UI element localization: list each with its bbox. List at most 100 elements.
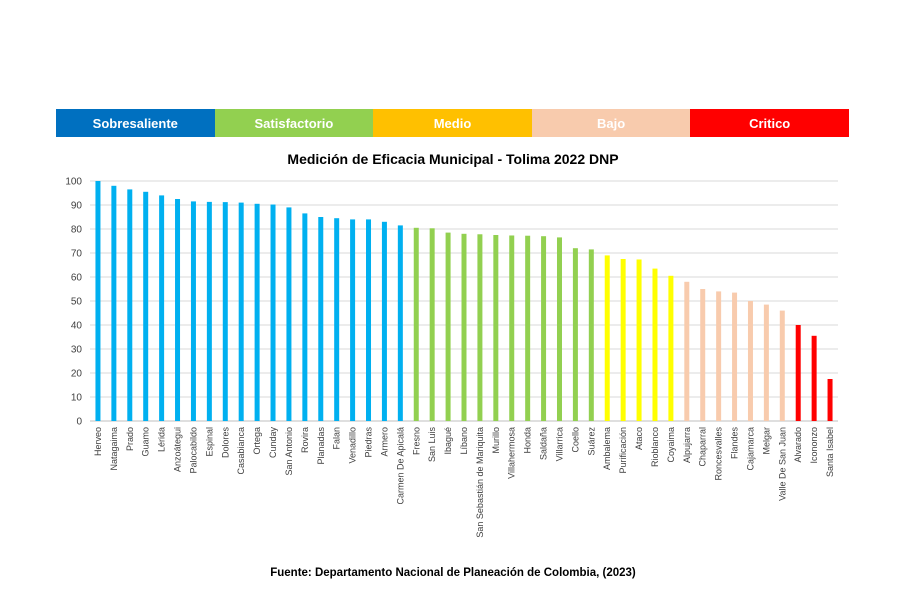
bar	[270, 204, 276, 421]
chart-title: Medición de Eficacia Municipal - Tolima …	[287, 151, 618, 167]
x-tick-label: Ortega	[252, 427, 262, 455]
y-tick-label: 40	[71, 321, 83, 332]
x-tick-label: Prado	[125, 427, 135, 451]
x-tick-label: Anzoátegui	[173, 427, 183, 472]
bar	[541, 236, 547, 421]
bar	[111, 185, 117, 421]
bar	[143, 191, 149, 421]
bar	[684, 281, 690, 421]
x-tick-label: Santa Isabel	[825, 427, 835, 477]
bar	[318, 217, 324, 421]
bar	[525, 235, 531, 421]
bar	[747, 301, 753, 421]
y-tick-label: 50	[71, 297, 83, 308]
bar	[366, 219, 372, 421]
x-axis: Herveo Natagaima Prado Guamo Lérida Anzoátegu…	[93, 427, 835, 538]
x-tick-label: Cajamarca	[745, 427, 755, 471]
bar	[238, 202, 244, 421]
bar	[604, 255, 610, 421]
x-tick-label: Rovira	[300, 427, 310, 453]
x-tick-label: Ataco	[634, 427, 644, 450]
bar	[175, 199, 181, 421]
bar	[668, 275, 674, 421]
x-tick-label: Líbano	[459, 427, 469, 455]
bar	[302, 213, 308, 421]
y-tick-label: 60	[71, 273, 83, 284]
x-tick-label: Guamo	[141, 427, 151, 457]
bar	[461, 233, 467, 421]
bar	[588, 249, 594, 421]
x-tick-label: Fresno	[411, 427, 421, 455]
bar	[334, 218, 340, 421]
x-tick-label: Cunday	[268, 427, 278, 459]
bar	[811, 335, 817, 421]
bar	[397, 225, 403, 421]
x-tick-label: Valle De San Juan	[777, 427, 787, 501]
x-tick-label: Suárez	[586, 427, 596, 456]
y-tick-label: 90	[71, 201, 83, 212]
bar	[795, 325, 801, 421]
legend-item-critico: Critico	[690, 109, 849, 137]
bar	[827, 379, 833, 421]
x-tick-label: Armero	[379, 427, 389, 457]
y-tick-label: 80	[71, 225, 83, 236]
bar	[127, 189, 133, 421]
bar	[477, 234, 483, 421]
x-tick-label: Coello	[570, 427, 580, 453]
bar	[572, 248, 578, 421]
x-tick-label: Murillo	[491, 427, 501, 454]
x-tick-label: Chaparral	[698, 427, 708, 467]
category-legend: Sobresaliente Satisfactorio Medio Bajo Criti…	[56, 109, 849, 137]
x-tick-label: Flandes	[730, 427, 740, 460]
bar	[254, 203, 260, 421]
y-tick-label: 10	[71, 393, 83, 404]
x-tick-label: Natagaima	[109, 427, 119, 471]
x-tick-label: Planadas	[316, 427, 326, 465]
x-tick-label: Melgar	[761, 427, 771, 455]
bar	[95, 181, 101, 421]
bar	[493, 235, 499, 421]
x-tick-label: Saldaña	[539, 427, 549, 460]
bars	[95, 181, 833, 421]
bar	[636, 259, 642, 421]
x-tick-label: Coyaima	[666, 427, 676, 463]
legend-item-satisfactorio: Satisfactorio	[214, 109, 374, 137]
x-tick-label: Honda	[523, 427, 533, 454]
y-tick-label: 20	[71, 369, 83, 380]
y-tick-label: 0	[76, 417, 82, 428]
x-tick-label: San Sebastián de Mariquita	[475, 427, 485, 538]
bar	[716, 291, 722, 421]
source-note: Fuente: Departamento Nacional de Planeac…	[270, 567, 636, 579]
x-tick-label: Roncesvalles	[714, 427, 724, 481]
x-tick-label: Casabianca	[236, 427, 246, 475]
x-tick-label: Villahermosa	[507, 427, 517, 479]
x-tick-label: Espinal	[204, 427, 214, 457]
bar	[700, 289, 706, 421]
bar	[190, 201, 196, 421]
x-tick-label: Falan	[332, 427, 342, 450]
x-tick-label: Alvarado	[793, 427, 803, 463]
x-tick-label: San Luis	[427, 427, 437, 463]
bar	[509, 235, 515, 421]
bar	[159, 195, 165, 421]
x-tick-label: Carmen De Apicalá	[395, 427, 405, 505]
bar	[652, 268, 658, 421]
y-axis: 0 10 20 30 40 50 60 70 80 90 100	[65, 177, 82, 428]
bar-chart: Medición de Eficacia Municipal - Tolima …	[65, 151, 838, 538]
x-tick-label: Icononzo	[809, 427, 819, 464]
x-tick-label: Herveo	[93, 427, 103, 456]
x-tick-label: Ibagué	[443, 427, 453, 455]
x-tick-label: Dolores	[220, 427, 230, 459]
x-tick-label: Alpujarra	[682, 427, 692, 463]
bar	[620, 259, 626, 421]
bar	[556, 237, 562, 421]
legend-item-medio: Medio	[373, 109, 532, 137]
bar	[445, 232, 451, 421]
bar	[350, 219, 356, 421]
x-tick-label: Piedras	[364, 427, 374, 458]
y-tick-label: 70	[71, 249, 83, 260]
x-tick-label: Lérida	[157, 427, 167, 452]
bar	[286, 207, 292, 421]
x-tick-label: Rioblanco	[650, 427, 660, 467]
x-tick-label: Palocabildo	[188, 427, 198, 474]
